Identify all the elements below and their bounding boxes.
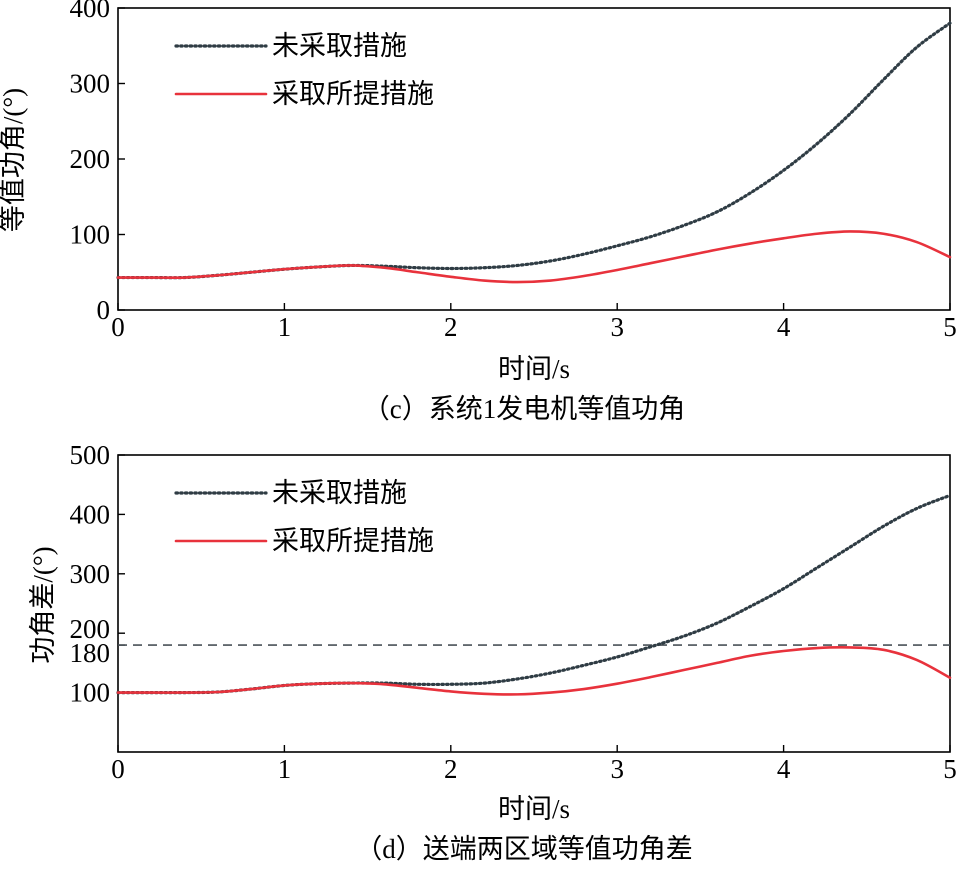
series-line-proposed-measure <box>116 230 952 284</box>
y-axis-label: 功角差/(°) <box>28 546 58 663</box>
y-tick-label: 0 <box>97 295 111 325</box>
y-tick-label: 400 <box>70 0 111 23</box>
x-tick-label: 3 <box>610 754 624 784</box>
y-tick-label: 300 <box>70 69 111 99</box>
x-axis-label: 时间/s <box>498 794 570 824</box>
plot-frame <box>117 454 951 753</box>
legend-label: 未采取措施 <box>272 478 407 508</box>
x-tick-label: 5 <box>943 754 957 784</box>
x-tick-label: 2 <box>444 754 458 784</box>
x-axis-label: 时间/s <box>498 354 570 384</box>
series-line-no-measure <box>116 21 952 280</box>
x-tick-label: 4 <box>777 312 791 342</box>
x-tick-label: 1 <box>278 754 292 784</box>
x-tick-label: 5 <box>943 312 957 342</box>
y-tick-label: 500 <box>70 440 111 470</box>
y-tick-label: 200 <box>70 144 111 174</box>
panel-caption: （c）系统1发电机等值功角 <box>363 394 685 424</box>
x-tick-label: 0 <box>111 754 125 784</box>
y-tick-label: 400 <box>70 499 111 529</box>
legend-label: 采取所提措施 <box>272 79 434 109</box>
legend-label: 采取所提措施 <box>272 526 434 556</box>
series-line-no-measure <box>116 493 952 695</box>
legend-label: 未采取措施 <box>272 31 407 61</box>
y-tick-label: 180 <box>70 638 111 668</box>
x-tick-label: 3 <box>610 312 624 342</box>
x-tick-label: 0 <box>111 312 125 342</box>
y-tick-label: 100 <box>70 678 111 708</box>
plot-frame <box>117 7 951 311</box>
y-axis-label: 等值功角/(°) <box>0 88 28 232</box>
x-tick-label: 4 <box>777 754 791 784</box>
panel-caption: （d）送端两区域等值功角差 <box>355 834 693 864</box>
x-tick-label: 1 <box>278 312 292 342</box>
y-tick-label: 100 <box>70 220 111 250</box>
x-tick-label: 2 <box>444 312 458 342</box>
series-line-proposed-measure <box>116 646 952 696</box>
y-tick-label: 300 <box>70 559 111 589</box>
y-tick-label: 200 <box>70 614 111 644</box>
